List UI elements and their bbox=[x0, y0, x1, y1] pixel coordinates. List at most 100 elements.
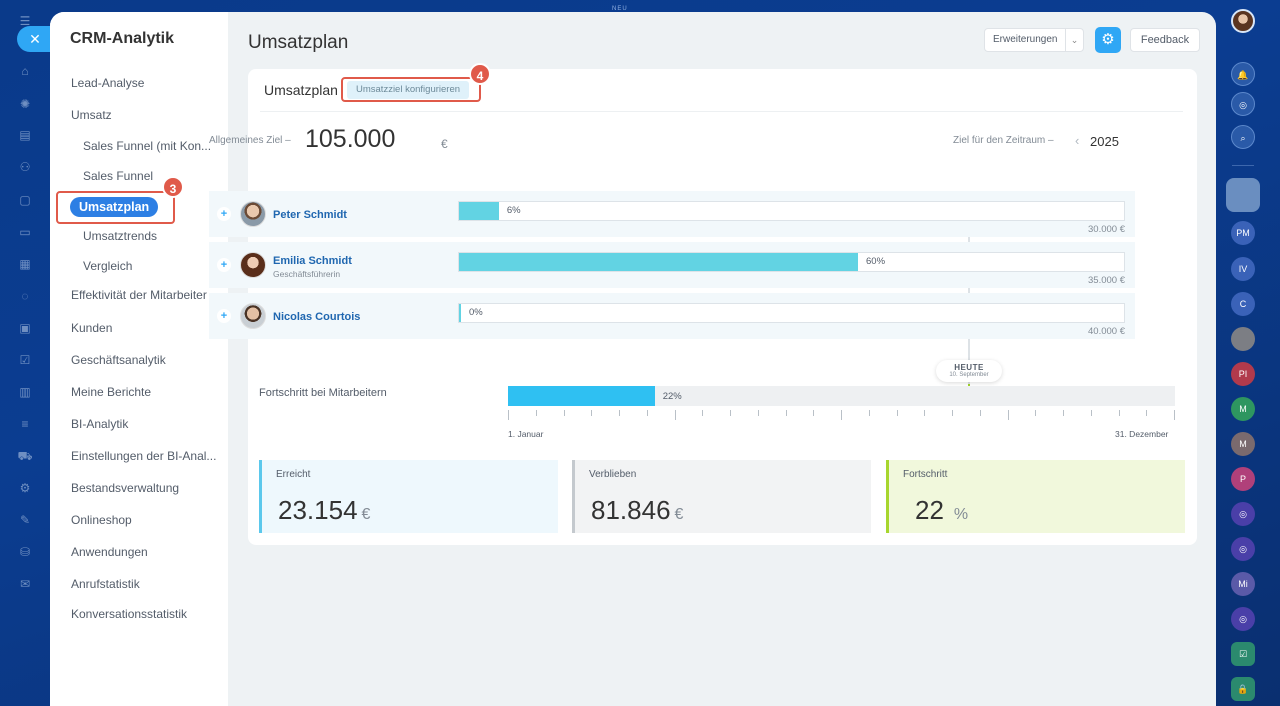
overall-progress-percent: 22% bbox=[662, 391, 682, 402]
timeline-tick bbox=[952, 410, 953, 416]
timeline-tick bbox=[868, 410, 870, 416]
overall-progress-bar: 22% bbox=[508, 386, 1175, 406]
chat-avatar-pi[interactable]: PI bbox=[1231, 362, 1255, 386]
employee-progress-fill bbox=[459, 253, 858, 271]
contacts-icon[interactable]: ⚇ bbox=[19, 160, 31, 174]
sidebar-item-geschaeftsanalytik[interactable]: Geschäftsanalytik bbox=[71, 353, 166, 367]
employee-progress-bar: 0% bbox=[458, 303, 1125, 323]
inventory-icon[interactable]: ▭ bbox=[19, 225, 31, 239]
checklist-icon[interactable]: ☑ bbox=[1231, 642, 1255, 666]
calendar-icon[interactable]: ▣ bbox=[19, 321, 31, 335]
sidebar-item-onlineshop[interactable]: Onlineshop bbox=[71, 513, 132, 527]
chat-avatar-mi[interactable]: Mi bbox=[1231, 572, 1255, 596]
active-chat-avatar[interactable] bbox=[1226, 178, 1260, 212]
sidebar-item-effektivitaet[interactable]: Effektivität der Mitarbeiter bbox=[71, 288, 207, 302]
avatar bbox=[240, 252, 266, 278]
automation-icon[interactable]: ⚙ bbox=[19, 481, 31, 495]
user-avatar[interactable] bbox=[1231, 9, 1255, 33]
expand-icon[interactable]: + bbox=[217, 207, 231, 221]
sidebar-item-bestandsverwaltung[interactable]: Bestandsverwaltung bbox=[71, 481, 180, 495]
settings-button[interactable]: ⚙ bbox=[1095, 27, 1121, 53]
card-title: Umsatzplan bbox=[264, 82, 338, 98]
chat-avatar-c[interactable]: C bbox=[1231, 292, 1255, 316]
notifications-icon[interactable]: 🔔 bbox=[1231, 62, 1255, 86]
close-slider-button[interactable]: ✕ bbox=[17, 26, 51, 52]
chat-avatar-p[interactable]: P bbox=[1231, 467, 1255, 491]
general-goal-currency: € bbox=[441, 137, 448, 151]
document-icon[interactable]: ▤ bbox=[19, 128, 31, 142]
timeline-tick bbox=[674, 410, 676, 420]
home-icon[interactable]: ⌂ bbox=[21, 64, 29, 78]
sidebar-item-kunden[interactable]: Kunden bbox=[71, 321, 113, 335]
slider-panel: CRM-Analytik Lead-Analyse Umsatz Sales F… bbox=[50, 12, 1216, 706]
chat-avatar-pm[interactable]: PM bbox=[1231, 221, 1255, 245]
sidebar-title: CRM-Analytik bbox=[70, 30, 175, 47]
stat-value: 22% bbox=[915, 495, 969, 525]
sign-icon[interactable]: ✎ bbox=[19, 513, 31, 527]
search-icon[interactable]: ⌕ bbox=[1231, 125, 1255, 149]
chat-avatar-m1[interactable]: M bbox=[1231, 397, 1255, 421]
copilot-icon[interactable]: ◎ bbox=[1231, 92, 1255, 116]
extensions-dropdown[interactable]: Erweiterungen ⌄ bbox=[984, 28, 1084, 52]
analytics-icon[interactable]: ▥ bbox=[19, 385, 31, 399]
sidebar-item-sales-funnel-kon[interactable]: Sales Funnel (mit Kon... bbox=[83, 139, 212, 153]
configure-target-button[interactable]: Umsatzziel konfigurieren bbox=[347, 81, 470, 99]
chat-avatar-photo[interactable] bbox=[1231, 327, 1255, 351]
mail-icon[interactable]: ✉ bbox=[19, 577, 31, 591]
period-label: Ziel für den Zeitraum – bbox=[953, 135, 1054, 146]
chevron-down-icon: ⌄ bbox=[1065, 29, 1083, 51]
timeline-tick bbox=[813, 410, 815, 416]
sidebar: CRM-Analytik Lead-Analyse Umsatz Sales F… bbox=[50, 12, 228, 706]
channel-icon[interactable]: ◎ bbox=[1231, 502, 1255, 526]
timeline-end-label: 31. Dezember bbox=[1115, 429, 1169, 439]
sidebar-item-vergleich[interactable]: Vergleich bbox=[83, 259, 133, 273]
stat-label: Verblieben bbox=[589, 469, 637, 480]
sidebar-item-anwendungen[interactable]: Anwendungen bbox=[71, 545, 148, 559]
employee-name[interactable]: Emilia Schmidt bbox=[273, 255, 352, 267]
funnel-icon[interactable]: ≡ bbox=[21, 417, 29, 431]
sidebar-item-bi-einstellungen[interactable]: Einstellungen der BI-Anal... bbox=[71, 449, 217, 463]
chat-icon[interactable]: ◌ bbox=[21, 289, 29, 303]
employee-progress-bar: 60% bbox=[458, 252, 1125, 272]
lock-icon[interactable]: 🔒 bbox=[1231, 677, 1255, 701]
employee-name[interactable]: Peter Schmidt bbox=[273, 209, 347, 221]
tasks-icon[interactable]: ☑ bbox=[19, 353, 31, 367]
stat-remaining: Verblieben 81.846 € bbox=[572, 460, 871, 533]
sidebar-item-umsatz[interactable]: Umsatz bbox=[71, 108, 112, 122]
timeline-tick bbox=[563, 410, 565, 416]
month-ticks bbox=[508, 410, 1175, 422]
database-icon[interactable]: ⛁ bbox=[19, 545, 31, 559]
sidebar-item-anrufstatistik[interactable]: Anrufstatistik bbox=[71, 577, 140, 591]
sidebar-item-umsatzplan[interactable]: Umsatzplan bbox=[70, 197, 159, 217]
overall-progress-fill bbox=[508, 386, 655, 406]
employee-progress-percent: 6% bbox=[506, 205, 521, 216]
sidebar-item-sales-funnel[interactable]: Sales Funnel bbox=[83, 169, 154, 183]
crm-icon[interactable]: ✺ bbox=[19, 97, 31, 111]
stat-value: 81.846 € bbox=[591, 495, 684, 525]
overall-progress-label: Fortschritt bei Mitarbeitern bbox=[259, 387, 387, 399]
expand-icon[interactable]: + bbox=[217, 258, 231, 272]
chat-avatar-m2[interactable]: M bbox=[1231, 432, 1255, 456]
sidebar-item-bi-analytik[interactable]: BI-Analytik bbox=[71, 417, 129, 431]
file-icon[interactable]: ▢ bbox=[19, 193, 31, 207]
expand-icon[interactable]: + bbox=[217, 309, 231, 323]
period-year[interactable]: 2025 bbox=[1090, 134, 1119, 149]
feedback-button[interactable]: Feedback bbox=[1130, 28, 1200, 52]
employee-name[interactable]: Nicolas Courtois bbox=[273, 311, 361, 323]
channel-icon[interactable]: ◎ bbox=[1231, 607, 1255, 631]
chat-avatar-iv[interactable]: IV bbox=[1231, 257, 1255, 281]
sidebar-item-lead-analyse[interactable]: Lead-Analyse bbox=[71, 76, 145, 90]
timeline-tick bbox=[1007, 410, 1009, 420]
timeline-tick bbox=[1174, 410, 1175, 420]
sidebar-item-meine-berichte[interactable]: Meine Berichte bbox=[71, 385, 152, 399]
menu-icon[interactable]: ☰ bbox=[19, 14, 31, 28]
timeline-tick bbox=[1146, 410, 1148, 416]
gear-icon: ⚙ bbox=[1101, 31, 1115, 48]
cart-icon[interactable]: ⛟ bbox=[17, 449, 33, 463]
sidebar-item-konversationsstatistik[interactable]: Konversationsstatistik bbox=[71, 607, 188, 621]
channel-icon[interactable]: ◎ bbox=[1231, 537, 1255, 561]
sidebar-item-umsatztrends[interactable]: Umsatztrends bbox=[83, 229, 158, 243]
step-badge-3: 3 bbox=[162, 176, 184, 198]
site-icon[interactable]: ▦ bbox=[19, 257, 31, 271]
chevron-left-icon[interactable]: ‹ bbox=[1075, 133, 1080, 148]
